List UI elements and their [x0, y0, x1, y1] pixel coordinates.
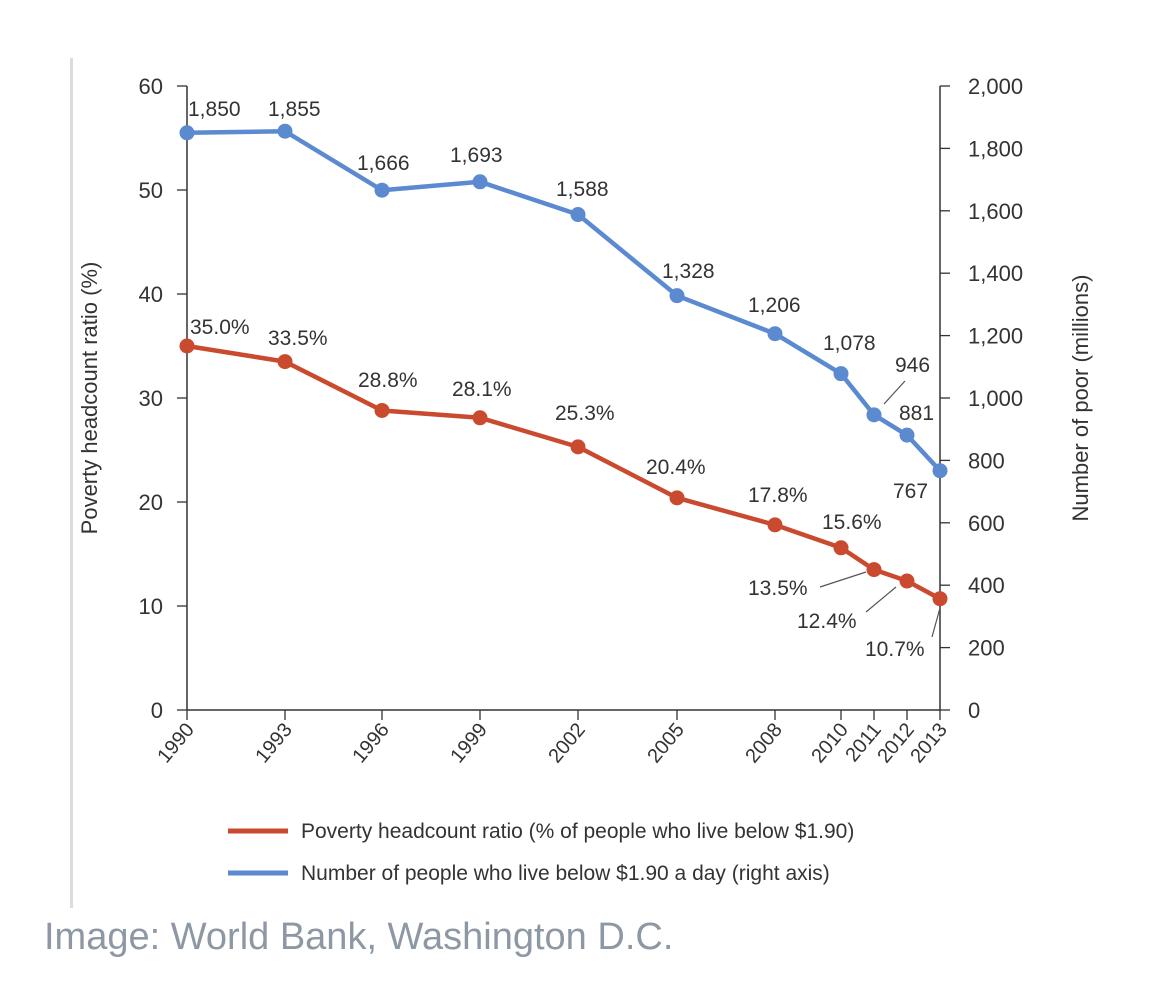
- count-data-point: [570, 207, 586, 223]
- left-y-tick-label: 60: [139, 74, 163, 99]
- x-tick-label: 2012: [873, 719, 918, 767]
- count-leader-line: [883, 380, 906, 405]
- ratio-data-label: 35.0%: [190, 316, 250, 339]
- count-data-label: 946: [895, 354, 930, 377]
- count-data-point: [833, 366, 849, 382]
- ratio-data-label: 20.4%: [646, 456, 706, 479]
- count-data-label: 881: [899, 402, 934, 425]
- ratio-data-label: 33.5%: [268, 327, 328, 350]
- x-tick-label: 2013: [906, 719, 951, 767]
- x-tick-label: 2010: [807, 719, 852, 767]
- count-data-point: [472, 174, 488, 190]
- left-y-tick-label: 50: [139, 178, 163, 203]
- left-y-axis-title: Poverty headcount ratio (%): [77, 262, 102, 535]
- right-y-tick-label: 0: [968, 698, 980, 723]
- x-tick-label: 2002: [544, 719, 589, 767]
- ratio-data-label: 15.6%: [822, 511, 882, 534]
- ratio-data-label: 28.1%: [452, 378, 512, 401]
- left-y-tick-label: 30: [139, 386, 163, 411]
- left-y-tick-label: 0: [151, 698, 163, 723]
- ratio-data-label: 28.8%: [358, 369, 418, 392]
- count-data-label: 1,328: [662, 260, 715, 283]
- count-data-label: 1,693: [450, 144, 503, 167]
- image-caption: Image: World Bank, Washington D.C.: [44, 916, 674, 958]
- ratio-data-point: [179, 338, 195, 354]
- count-data-label: 1,850: [188, 98, 241, 121]
- right-y-tick-label: 1,400: [968, 261, 1023, 286]
- ratio-leader-line: [865, 586, 897, 613]
- right-y-tick-label: 600: [968, 511, 1005, 536]
- legend-label: Poverty headcount ratio (% of people who…: [301, 820, 854, 843]
- left-y-tick-label: 40: [139, 282, 163, 307]
- count-data-point: [899, 427, 915, 443]
- ratio-data-point: [767, 517, 783, 533]
- x-tick-label: 1990: [153, 719, 198, 767]
- ratio-leader-line: [931, 607, 941, 638]
- count-data-point: [277, 123, 293, 139]
- x-tick-label: 1993: [251, 719, 296, 767]
- ratio-data-point: [570, 439, 586, 455]
- ratio-data-label: 25.3%: [555, 402, 615, 425]
- ratio-data-point: [277, 354, 293, 370]
- left-border-rule: [70, 58, 73, 908]
- legend-label: Number of people who live below $1.90 a …: [301, 862, 830, 885]
- count-data-point: [669, 288, 685, 304]
- ratio-data-label: 12.4%: [797, 610, 857, 633]
- x-tick-label: 2008: [741, 719, 786, 767]
- ratio-data-point: [669, 490, 685, 506]
- right-y-tick-label: 200: [968, 636, 1005, 661]
- left-y-tick-label: 10: [139, 594, 163, 619]
- ratio-leader-line: [819, 571, 867, 588]
- ratio-data-label: 13.5%: [748, 577, 808, 600]
- right-y-tick-label: 2,000: [968, 74, 1023, 99]
- count-data-point: [179, 125, 195, 141]
- count-data-label: 1,855: [268, 98, 321, 121]
- poverty-chart: 010203040506002004006008001,0001,2001,40…: [77, 74, 1093, 885]
- x-tick-label: 1999: [446, 719, 491, 767]
- x-tick-label: 1996: [348, 719, 393, 767]
- left-y-tick-label: 20: [139, 490, 163, 515]
- right-y-tick-label: 1,200: [968, 324, 1023, 349]
- right-y-tick-label: 800: [968, 448, 1005, 473]
- ratio-data-point: [932, 591, 948, 607]
- ratio-data-point: [472, 410, 488, 426]
- ratio-series-line: [186, 343, 942, 601]
- count-data-label: 1,078: [823, 332, 876, 355]
- ratio-data-label: 17.8%: [748, 484, 808, 507]
- ratio-data-point: [833, 540, 849, 556]
- ratio-data-point: [899, 573, 915, 589]
- ratio-data-point: [866, 562, 882, 578]
- ratio-data-point: [374, 402, 390, 418]
- count-data-label: 767: [893, 480, 928, 503]
- count-data-label: 1,206: [748, 294, 801, 317]
- x-tick-label: 2005: [643, 719, 688, 767]
- right-y-tick-label: 1,000: [968, 386, 1023, 411]
- count-data-label: 1,666: [357, 152, 410, 175]
- right-y-tick-label: 400: [968, 573, 1005, 598]
- right-y-tick-label: 1,800: [968, 136, 1023, 161]
- right-y-tick-label: 1,600: [968, 199, 1023, 224]
- right-y-axis-title: Number of poor (millions): [1068, 275, 1093, 522]
- count-data-point: [866, 407, 882, 423]
- ratio-data-label: 10.7%: [865, 638, 925, 661]
- count-data-label: 1,588: [556, 178, 609, 201]
- count-data-point: [374, 182, 390, 198]
- count-data-point: [767, 326, 783, 342]
- count-data-point: [932, 463, 948, 479]
